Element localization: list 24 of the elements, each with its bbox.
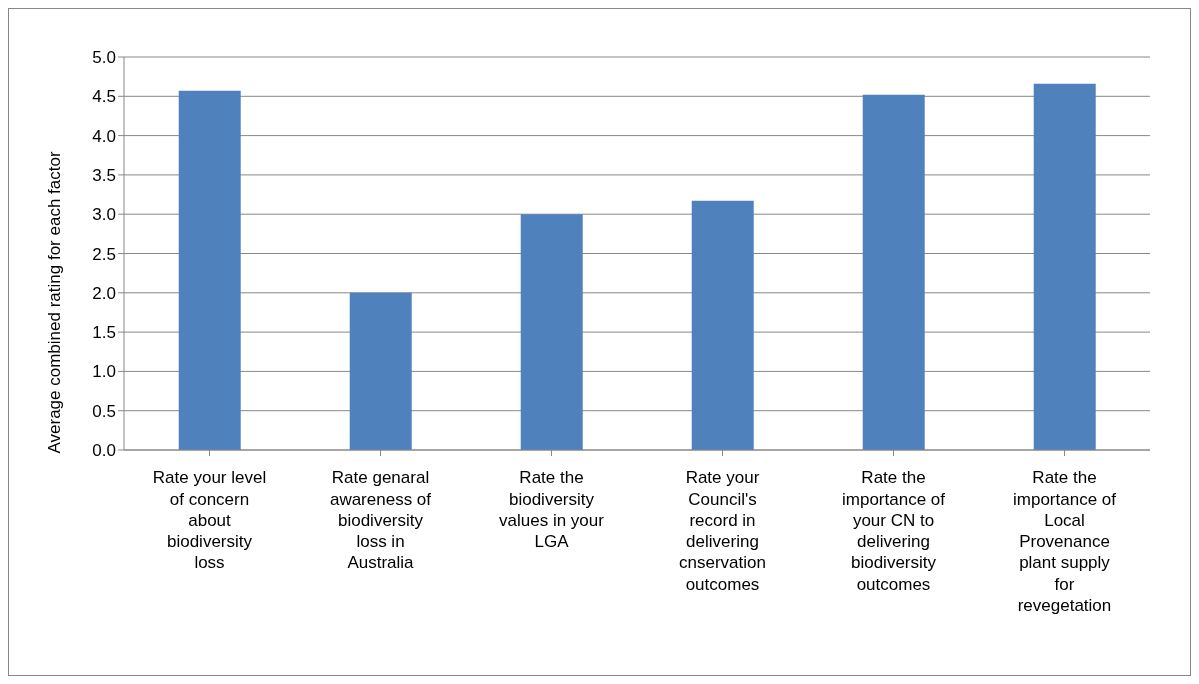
y-tick-label: 2.5 [92,244,116,264]
x-tick-label: Rate the importance of Local Provenance plant supply for revegetation [1013,468,1117,615]
y-tick-label: 4.5 [92,87,116,107]
x-tick-label: Rate genaral awareness of biodiversity loss in Australia [329,468,432,573]
y-tick-label: 0.0 [92,441,116,461]
y-tick-label: 1.0 [92,362,116,382]
bar [349,292,412,450]
x-tick-label: Rate your Council's record in delivering cnservation outcomes [679,468,766,594]
x-tick-label: Rate the importance of your CN to delivering biodiversity outcomes [842,468,946,594]
bar [178,90,241,450]
bar [691,200,754,450]
x-tick-label: Rate your level of concern about biodiversity loss [152,468,267,573]
y-tick-label: 0.5 [92,401,116,421]
bar [1033,83,1096,450]
y-tick-label: 4.0 [92,126,116,146]
y-tick-label: 1.5 [92,323,116,343]
bar [520,214,583,450]
y-tick-label: 3.5 [92,165,116,185]
y-tick-label: 5.0 [92,48,116,68]
bar [862,94,925,450]
y-tick-label: 2.0 [92,283,116,303]
x-tick-label: Rate the biodiversity values in your LGA [499,468,605,552]
y-tick-label: 3.0 [92,205,116,225]
y-axis-title: Average combined rating for each factor [45,151,65,454]
